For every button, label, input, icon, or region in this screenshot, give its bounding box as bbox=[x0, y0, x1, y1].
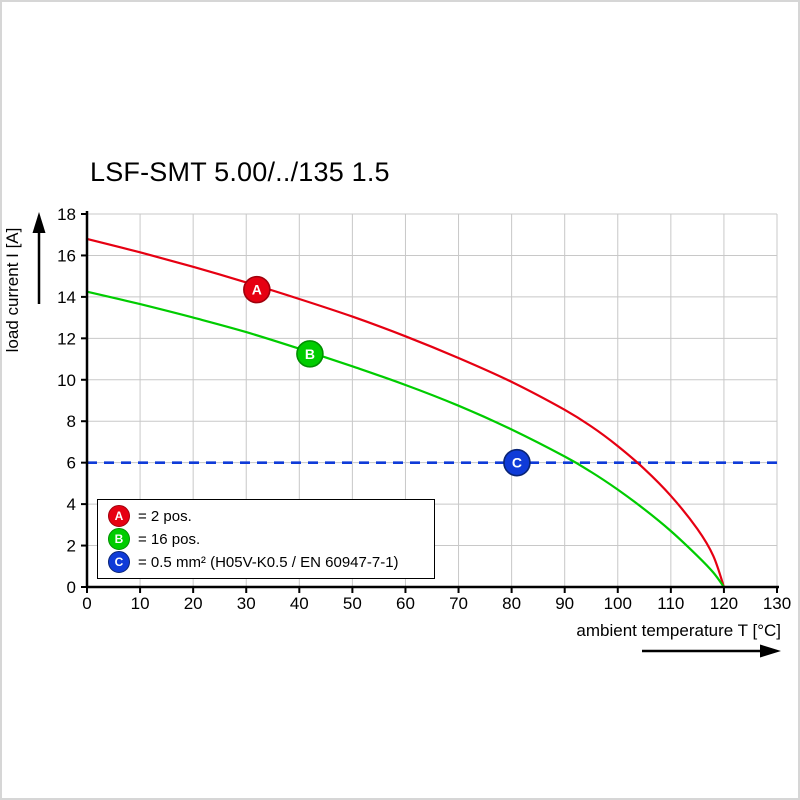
x-tick-label: 10 bbox=[131, 594, 150, 613]
y-tick-label: 18 bbox=[57, 205, 76, 224]
legend-letter: C bbox=[114, 555, 124, 569]
x-axis-arrow-icon bbox=[642, 644, 781, 658]
x-tick-label: 20 bbox=[184, 594, 203, 613]
x-tick-label: 0 bbox=[82, 594, 91, 613]
x-tick-label: 120 bbox=[710, 594, 738, 613]
x-tick-label: 80 bbox=[502, 594, 521, 613]
y-tick-label: 16 bbox=[57, 246, 76, 265]
y-axis-arrow-icon bbox=[32, 212, 46, 304]
curve-marker-B bbox=[296, 340, 324, 368]
y-tick-label: 6 bbox=[67, 454, 76, 473]
legend-item-2pos: A = 2 pos. bbox=[108, 505, 424, 527]
x-tick-label: 90 bbox=[555, 594, 574, 613]
legend-label: = 16 pos. bbox=[138, 530, 201, 548]
y-tick-label: 12 bbox=[57, 329, 76, 348]
curve-B bbox=[85, 290, 725, 589]
legend-marker-B: B bbox=[108, 528, 130, 550]
y-tick-label: 4 bbox=[67, 495, 76, 514]
x-tick-label: 70 bbox=[449, 594, 468, 613]
x-tick-label: 130 bbox=[763, 594, 791, 613]
curve-layer bbox=[85, 237, 725, 589]
curve-marker-letter: B bbox=[305, 346, 315, 362]
curve-marker-letter: A bbox=[252, 282, 262, 298]
axis-layer bbox=[81, 211, 779, 593]
x-tick-label: 40 bbox=[290, 594, 309, 613]
tick-label-layer: 0 10 20 30 40 50 60 70 80 90 100 110 120 130 0 2 4 6 8 10 12… bbox=[57, 205, 791, 613]
curve-marker-C bbox=[503, 448, 531, 477]
x-tick-label: 110 bbox=[657, 594, 684, 613]
x-tick-label: 50 bbox=[343, 594, 362, 613]
legend-box: A = 2 pos. B = 16 pos. C = 0.5 mm² (H05V… bbox=[97, 499, 435, 579]
marker-layer: A B C bbox=[243, 275, 531, 477]
curve-A bbox=[85, 237, 725, 589]
curve-marker-letter: C bbox=[512, 455, 522, 471]
legend-marker-C: C bbox=[108, 551, 130, 573]
legend-item-16pos: B = 16 pos. bbox=[108, 528, 424, 550]
x-tick-label: 60 bbox=[396, 594, 415, 613]
y-tick-label: 2 bbox=[67, 537, 76, 556]
y-tick-label: 8 bbox=[67, 412, 76, 431]
legend-letter: A bbox=[114, 509, 124, 523]
x-tick-label: 100 bbox=[604, 594, 632, 613]
curve-marker-A bbox=[243, 275, 271, 304]
legend-letter: B bbox=[114, 532, 124, 546]
y-tick-label: 10 bbox=[57, 371, 76, 390]
x-tick-label: 30 bbox=[237, 594, 256, 613]
legend-marker-A: A bbox=[108, 505, 130, 527]
legend-item-wire: C = 0.5 mm² (H05V-K0.5 / EN 60947-7-1) bbox=[108, 551, 424, 573]
legend-label: = 0.5 mm² (H05V-K0.5 / EN 60947-7-1) bbox=[138, 553, 399, 571]
y-tick-label: 14 bbox=[57, 288, 76, 307]
y-axis-label: load current I [A] bbox=[3, 228, 22, 353]
chart-title: LSF-SMT 5.00/../135 1.5 bbox=[90, 157, 390, 187]
x-axis-label: ambient temperature T [°C] bbox=[576, 621, 781, 640]
y-tick-label: 0 bbox=[67, 578, 76, 597]
legend-label: = 2 pos. bbox=[138, 507, 192, 525]
